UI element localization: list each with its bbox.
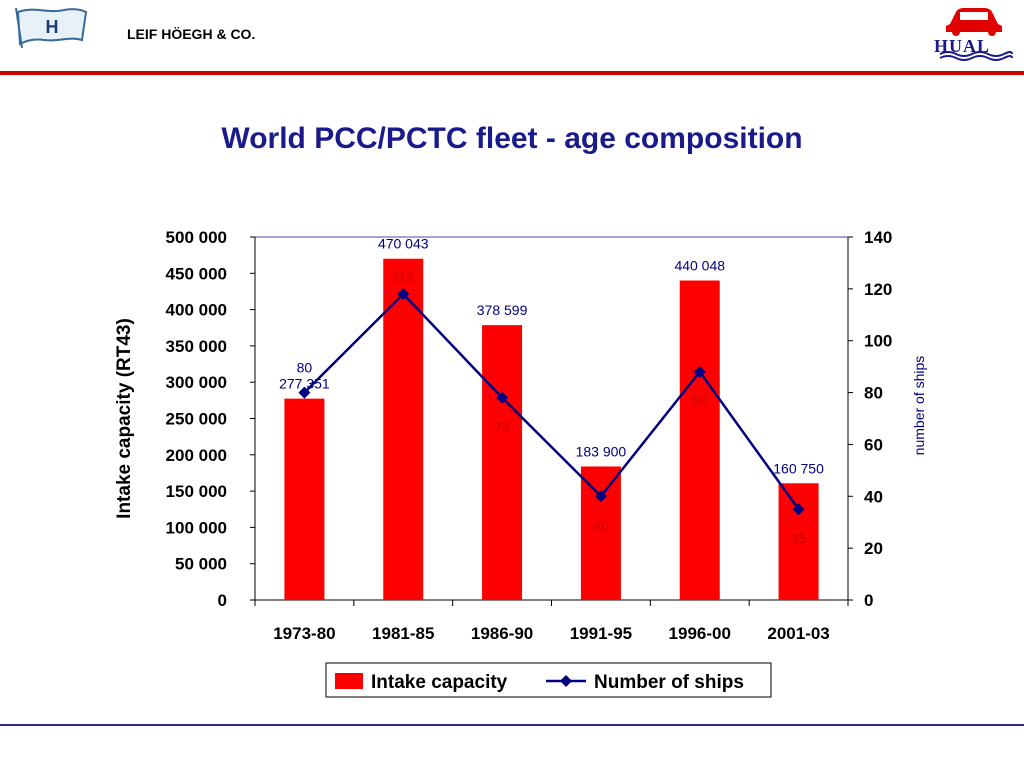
left-axis-title: Intake capacity (RT43) (114, 318, 135, 519)
line-data-label: 80 (297, 360, 313, 376)
bar-intake-capacity (778, 483, 819, 600)
line-point-marker (693, 365, 706, 378)
x-tick-label: 1986-90 (471, 624, 533, 643)
left-tick-label: 250 000 (166, 410, 227, 429)
right-axis-title: number of ships (911, 356, 927, 456)
line-point-marker (496, 391, 509, 404)
right-tick-label: 140 (864, 228, 892, 247)
line-data-label: 88 (692, 393, 708, 409)
left-tick-label: 500 000 (166, 228, 227, 247)
line-data-label: 118 (392, 269, 415, 285)
bar-intake-capacity (580, 466, 621, 600)
chart-title: World PCC/PCTC fleet - age composition (221, 122, 803, 155)
left-tick-label: 150 000 (166, 482, 227, 501)
line-data-label: 40 (593, 517, 609, 533)
hual-logo-text: HUAL (934, 36, 991, 56)
left-tick-label: 450 000 (166, 264, 227, 283)
line-point-marker (594, 490, 607, 503)
x-tick-label: 2001-03 (767, 624, 829, 643)
flag-letter: H (46, 17, 59, 37)
x-tick-label: 1973-80 (273, 624, 335, 643)
right-tick-label: 60 (864, 435, 883, 454)
bar-intake-capacity (284, 398, 325, 600)
bar-intake-capacity (679, 280, 720, 600)
legend-swatch-marker (560, 675, 572, 687)
bar-data-label: 470 043 (378, 236, 429, 252)
legend-swatch-intake-capacity (335, 673, 363, 689)
right-tick-label: 0 (864, 591, 873, 610)
left-tick-label: 400 000 (166, 301, 227, 320)
bar-data-label: 160 750 (773, 460, 824, 476)
legend-label-intake-capacity: Intake capacity (371, 672, 508, 693)
line-point-marker (298, 386, 311, 399)
bar-data-label: 183 900 (576, 443, 627, 459)
legend-label-number-of-ships: Number of ships (594, 672, 744, 693)
right-tick-label: 40 (864, 487, 883, 506)
left-tick-label: 50 000 (175, 555, 227, 574)
hoegh-flag-logo: H (15, 7, 88, 48)
left-tick-label: 200 000 (166, 446, 227, 465)
line-point-marker (792, 503, 805, 516)
line-number-of-ships (303, 292, 800, 510)
footer-divider (0, 724, 1024, 726)
x-tick-label: 1991-95 (570, 624, 632, 643)
left-tick-label: 0 (218, 591, 227, 610)
bar-intake-capacity (383, 258, 424, 600)
company-name: LEIF HÖEGH & CO. (127, 26, 256, 42)
line-data-label: 78 (494, 419, 510, 435)
line-point-marker (397, 288, 410, 301)
right-tick-label: 120 (864, 280, 892, 299)
left-tick-label: 100 000 (166, 518, 227, 537)
x-tick-label: 1996-00 (669, 624, 731, 643)
x-tick-label: 1981-85 (372, 624, 434, 643)
right-tick-label: 20 (864, 539, 883, 558)
bar-data-label: 378 599 (477, 302, 528, 318)
line-data-label: 35 (791, 530, 807, 546)
left-tick-label: 300 000 (166, 373, 227, 392)
header-divider (0, 71, 1024, 75)
right-tick-label: 100 (864, 332, 892, 351)
left-tick-label: 350 000 (166, 337, 227, 356)
bar-data-label: 440 048 (674, 258, 725, 274)
bar-intake-capacity (482, 325, 523, 600)
right-tick-label: 80 (864, 384, 883, 403)
car-icon (939, 8, 1013, 61)
